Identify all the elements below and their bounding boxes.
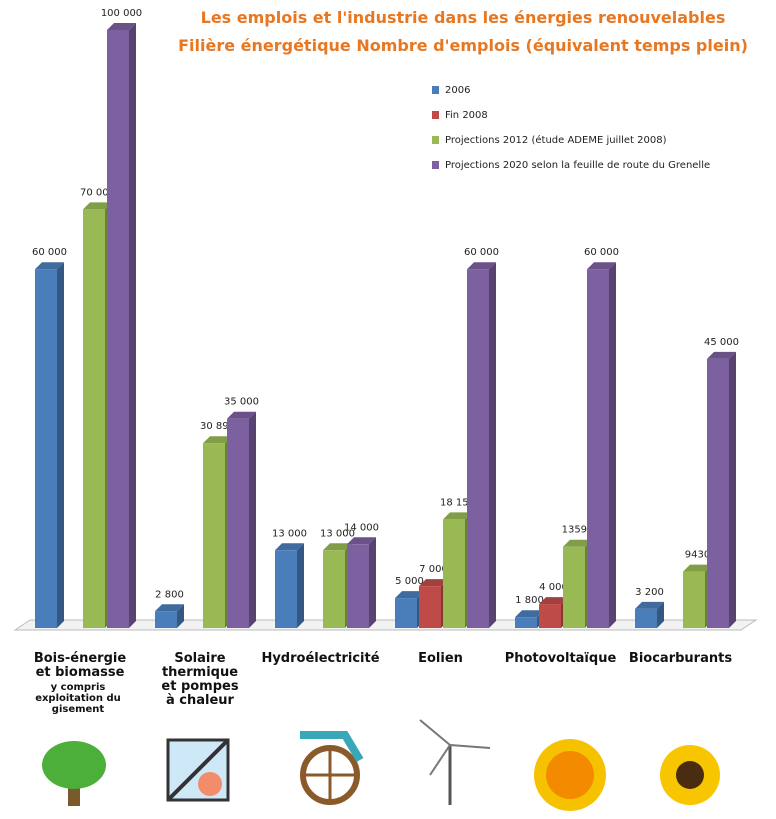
icon-wind-turbine <box>420 720 490 805</box>
bar-side <box>57 262 64 628</box>
bar <box>539 604 561 628</box>
bar <box>683 572 705 628</box>
value-label: 9430 <box>685 550 710 561</box>
value-label: 35 000 <box>224 397 259 408</box>
legend-swatch <box>432 111 439 119</box>
bar <box>83 209 105 628</box>
x-tick-label: Bois-énergie et biomasse <box>30 652 130 680</box>
value-label: 14 000 <box>344 522 379 533</box>
value-label: 60 000 <box>584 247 619 258</box>
x-tick-label: Biocarburants <box>618 652 743 666</box>
chart-title: Les emplois et l'industrie dans les éner… <box>150 8 776 27</box>
x-tick-label: Hydroélectricité <box>258 652 383 666</box>
value-label: 60 000 <box>464 247 499 258</box>
bar <box>155 611 177 628</box>
legend-label: Projections 2020 selon la feuille de rou… <box>445 160 710 171</box>
bar <box>275 550 297 628</box>
value-label: 3 200 <box>635 587 664 598</box>
legend-label: 2006 <box>445 85 470 96</box>
bar <box>467 269 489 628</box>
legend-swatch <box>432 161 439 169</box>
bar-side <box>609 262 616 628</box>
category-note: y compris exploitation du gisement <box>22 682 134 715</box>
icon-solar-heat <box>168 740 228 800</box>
bar <box>443 519 465 628</box>
legend-swatch <box>432 136 439 144</box>
bar <box>515 617 537 628</box>
bar <box>563 547 585 628</box>
value-label: 100 000 <box>101 8 142 19</box>
icon-water-wheel <box>300 735 360 802</box>
bar <box>203 443 225 628</box>
icon-sun <box>534 739 606 811</box>
bar <box>347 544 369 628</box>
bar <box>707 359 729 628</box>
value-label: 13 000 <box>272 528 307 539</box>
bar-side <box>129 23 136 628</box>
legend-label: Fin 2008 <box>445 110 488 121</box>
x-tick-label: Eolien <box>378 652 503 666</box>
legend-label: Projections 2012 (étude ADEME juillet 20… <box>445 134 667 146</box>
bar <box>35 269 57 628</box>
bar-side <box>249 412 256 628</box>
bar <box>227 419 249 628</box>
legend-swatch <box>432 86 439 94</box>
value-label: 5 000 <box>395 576 424 587</box>
icon-tree <box>42 741 106 806</box>
x-tick-label: Solaire thermique et pompes à chaleur <box>160 652 240 708</box>
x-tick-label: Photovoltaïque <box>498 652 623 666</box>
bar <box>635 609 657 628</box>
bar-side <box>297 543 304 628</box>
chart: 60 00070 000100 0002 80030 89535 00013 0… <box>0 0 776 819</box>
bar-side <box>729 352 736 628</box>
value-label: 2 800 <box>155 589 184 600</box>
value-label: 60 000 <box>32 247 67 258</box>
bar-side <box>489 262 496 628</box>
icon-sunflower <box>660 745 720 805</box>
bar-side <box>369 537 376 628</box>
bar <box>395 598 417 628</box>
chart-subtitle: Filière énergétique Nombre d'emplois (éq… <box>150 36 776 55</box>
bar <box>107 30 129 628</box>
bar <box>587 269 609 628</box>
value-label: 45 000 <box>704 337 739 348</box>
bar <box>323 550 345 628</box>
bar <box>419 586 441 628</box>
